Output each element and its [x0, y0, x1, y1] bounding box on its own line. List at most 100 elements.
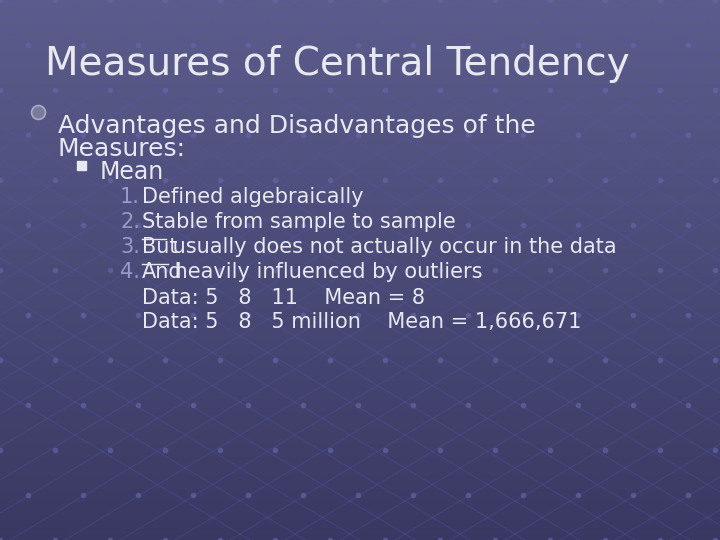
Bar — [0, 251, 720, 256]
Bar — [0, 292, 720, 297]
Bar — [0, 12, 720, 18]
Bar — [0, 467, 720, 472]
Text: heavily influenced by outliers: heavily influenced by outliers — [168, 262, 482, 282]
Bar — [0, 408, 720, 414]
Bar — [0, 489, 720, 495]
Bar — [0, 332, 720, 338]
Bar — [0, 35, 720, 40]
Bar — [0, 71, 720, 77]
Bar — [0, 3, 720, 9]
Bar — [0, 238, 720, 243]
Text: usually does not actually occur in the data: usually does not actually occur in the d… — [166, 237, 616, 257]
Text: Measures:: Measures: — [58, 137, 186, 161]
Bar — [0, 309, 720, 315]
Bar — [0, 273, 720, 279]
Text: But: But — [142, 237, 178, 257]
Bar — [0, 134, 720, 139]
Bar — [0, 143, 720, 148]
Bar — [0, 476, 720, 482]
Bar — [0, 66, 720, 72]
Bar — [0, 192, 720, 198]
Bar — [0, 485, 720, 490]
Bar — [0, 498, 720, 504]
Text: 4.: 4. — [120, 262, 140, 282]
Bar — [0, 296, 720, 301]
Bar — [0, 404, 720, 409]
Bar — [0, 494, 720, 500]
Bar — [0, 390, 720, 396]
Text: Measures of Central Tendency: Measures of Central Tendency — [45, 45, 629, 83]
Bar — [0, 265, 720, 270]
Bar — [0, 269, 720, 274]
Bar — [0, 400, 720, 405]
Bar — [0, 0, 720, 4]
Bar — [0, 197, 720, 202]
Bar — [0, 431, 720, 436]
Bar — [0, 413, 720, 418]
Bar — [0, 211, 720, 216]
Bar — [0, 44, 720, 50]
Bar — [0, 314, 720, 320]
Bar — [0, 381, 720, 387]
Bar — [0, 138, 720, 144]
Bar — [0, 350, 720, 355]
Bar — [0, 305, 720, 310]
Bar — [0, 246, 720, 252]
Bar — [77, 161, 86, 170]
Bar — [0, 336, 720, 342]
Bar — [0, 341, 720, 347]
Bar — [0, 62, 720, 68]
Bar — [0, 278, 720, 284]
Bar — [0, 228, 720, 234]
Bar — [0, 233, 720, 239]
Bar — [0, 282, 720, 288]
Bar — [0, 107, 720, 112]
Bar — [0, 170, 720, 176]
Bar — [0, 525, 720, 531]
Text: Stable from sample to sample: Stable from sample to sample — [142, 212, 456, 232]
Bar — [0, 53, 720, 58]
Bar — [0, 161, 720, 166]
Bar — [0, 287, 720, 293]
Text: Advantages and Disadvantages of the: Advantages and Disadvantages of the — [58, 114, 536, 138]
Bar — [0, 125, 720, 131]
Text: Defined algebraically: Defined algebraically — [142, 187, 364, 207]
Bar — [0, 508, 720, 513]
Bar — [0, 449, 720, 455]
Bar — [0, 152, 720, 158]
Bar — [0, 93, 720, 99]
Bar — [0, 535, 720, 540]
Bar — [0, 84, 720, 90]
Bar — [0, 147, 720, 153]
Bar — [0, 255, 720, 261]
Bar — [0, 458, 720, 463]
Bar — [0, 30, 720, 36]
Bar — [0, 103, 720, 108]
Bar — [0, 327, 720, 333]
Bar — [0, 157, 720, 162]
Bar — [0, 120, 720, 126]
Bar — [0, 368, 720, 374]
Bar — [0, 215, 720, 220]
Bar — [0, 76, 720, 81]
Bar — [0, 184, 720, 189]
Bar — [0, 422, 720, 428]
Bar — [0, 80, 720, 85]
Bar — [0, 39, 720, 45]
Bar — [0, 165, 720, 171]
Bar — [0, 481, 720, 486]
Bar — [0, 26, 720, 31]
Text: Mean: Mean — [100, 160, 164, 184]
Bar — [0, 435, 720, 441]
Bar — [0, 98, 720, 104]
Bar — [0, 440, 720, 445]
Bar — [0, 377, 720, 382]
Bar — [0, 512, 720, 517]
Bar — [0, 471, 720, 477]
Bar — [0, 454, 720, 459]
Bar — [0, 417, 720, 423]
Bar — [0, 395, 720, 401]
Text: 1.: 1. — [120, 187, 140, 207]
Bar — [0, 116, 720, 122]
Bar — [0, 8, 720, 14]
